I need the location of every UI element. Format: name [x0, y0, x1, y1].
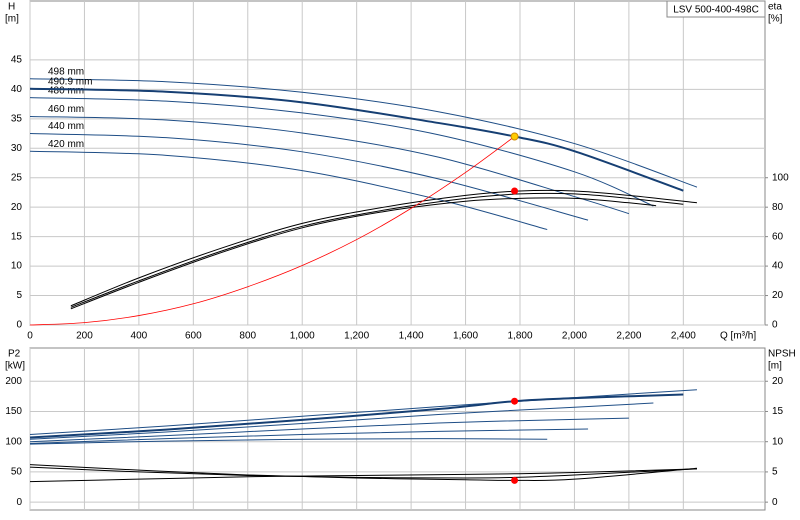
y-axis-label: H: [8, 2, 15, 13]
x-tick-label: 1,600: [453, 331, 478, 342]
y-tick-label: 200: [5, 376, 22, 387]
y-axis-label: P2: [8, 349, 21, 360]
curve: [29, 402, 654, 440]
curve: [70, 192, 684, 308]
y-tick-label: 10: [11, 261, 23, 272]
x-tick-label: 1,800: [507, 331, 532, 342]
curve: [29, 97, 654, 207]
curve: [29, 87, 684, 192]
x-tick-label: 800: [239, 331, 256, 342]
curve: [29, 389, 697, 435]
y2-tick-label: 20: [772, 290, 784, 301]
operating-point: [511, 187, 519, 195]
x-axis-label: Q [m³/h]: [720, 331, 756, 342]
y-tick-label: 50: [11, 467, 23, 478]
operating-point: [511, 397, 519, 405]
y2-axis-label: eta: [768, 2, 782, 13]
plot-frame: [29, 0, 766, 326]
x-tick-label: 0: [27, 331, 33, 342]
title-box: [666, 0, 766, 18]
curve: [29, 466, 697, 479]
plot-frame: [29, 347, 766, 511]
x-tick-label: 2,200: [616, 331, 641, 342]
y2-tick-label: 15: [772, 406, 784, 417]
y-tick-label: 0: [16, 320, 22, 331]
curve: [29, 468, 697, 483]
x-tick-label: 1,200: [344, 331, 369, 342]
curve: [29, 115, 630, 215]
curve-label: 440 mm: [48, 121, 84, 132]
y2-tick-label: 60: [772, 231, 784, 242]
curve: [70, 197, 657, 310]
x-tick-label: 1,000: [290, 331, 315, 342]
curve: [29, 428, 589, 445]
y-tick-label: 0: [16, 497, 22, 508]
x-tick-label: 400: [131, 331, 148, 342]
y2-axis-unit: [%]: [768, 14, 783, 25]
curve: [29, 417, 629, 443]
y-tick-label: 25: [11, 172, 23, 183]
y-tick-label: 35: [11, 113, 23, 124]
y2-tick-label: 80: [772, 202, 784, 213]
y2-tick-label: 0: [772, 497, 778, 508]
curve: [29, 136, 515, 326]
curve: [29, 393, 684, 439]
y2-tick-label: 20: [772, 376, 784, 387]
y-tick-label: 5: [16, 290, 22, 301]
curve-label: 460 mm: [48, 104, 84, 115]
operating-point: [511, 476, 519, 484]
y-tick-label: 45: [11, 55, 23, 66]
y2-axis-unit: [m]: [768, 361, 782, 372]
y2-tick-label: 10: [772, 436, 784, 447]
y-tick-label: 150: [5, 406, 22, 417]
y2-tick-label: 0: [772, 320, 778, 331]
y-tick-label: 20: [11, 202, 23, 213]
curve: [29, 150, 548, 231]
y-axis-unit: [m]: [5, 14, 19, 25]
y-tick-label: 15: [11, 231, 23, 242]
curve: [70, 189, 697, 307]
curve-label: 480 mm: [48, 85, 84, 96]
curve: [29, 78, 698, 188]
x-tick-label: 1,400: [399, 331, 424, 342]
curve: [29, 133, 589, 221]
chart-title: LSV 500-400-498C: [673, 5, 759, 16]
curve-label: 490.9 mm: [48, 76, 92, 87]
y2-tick-label: 100: [772, 172, 789, 183]
x-tick-label: 200: [76, 331, 93, 342]
y-tick-label: 30: [11, 143, 23, 154]
y-tick-label: 40: [11, 84, 23, 95]
x-tick-label: 2,400: [671, 331, 696, 342]
operating-point: [510, 132, 519, 141]
curve: [29, 438, 548, 445]
curve: [29, 464, 697, 481]
y2-tick-label: 5: [772, 467, 778, 478]
x-tick-label: 600: [185, 331, 202, 342]
y-tick-label: 100: [5, 436, 22, 447]
curve-label: 420 mm: [48, 139, 84, 150]
curve-label: 498 mm: [48, 66, 84, 77]
x-tick-label: 2,000: [562, 331, 587, 342]
y2-axis-label: NPSH: [768, 349, 796, 360]
y2-tick-label: 40: [772, 261, 784, 272]
y-axis-unit: [kW]: [5, 361, 25, 372]
